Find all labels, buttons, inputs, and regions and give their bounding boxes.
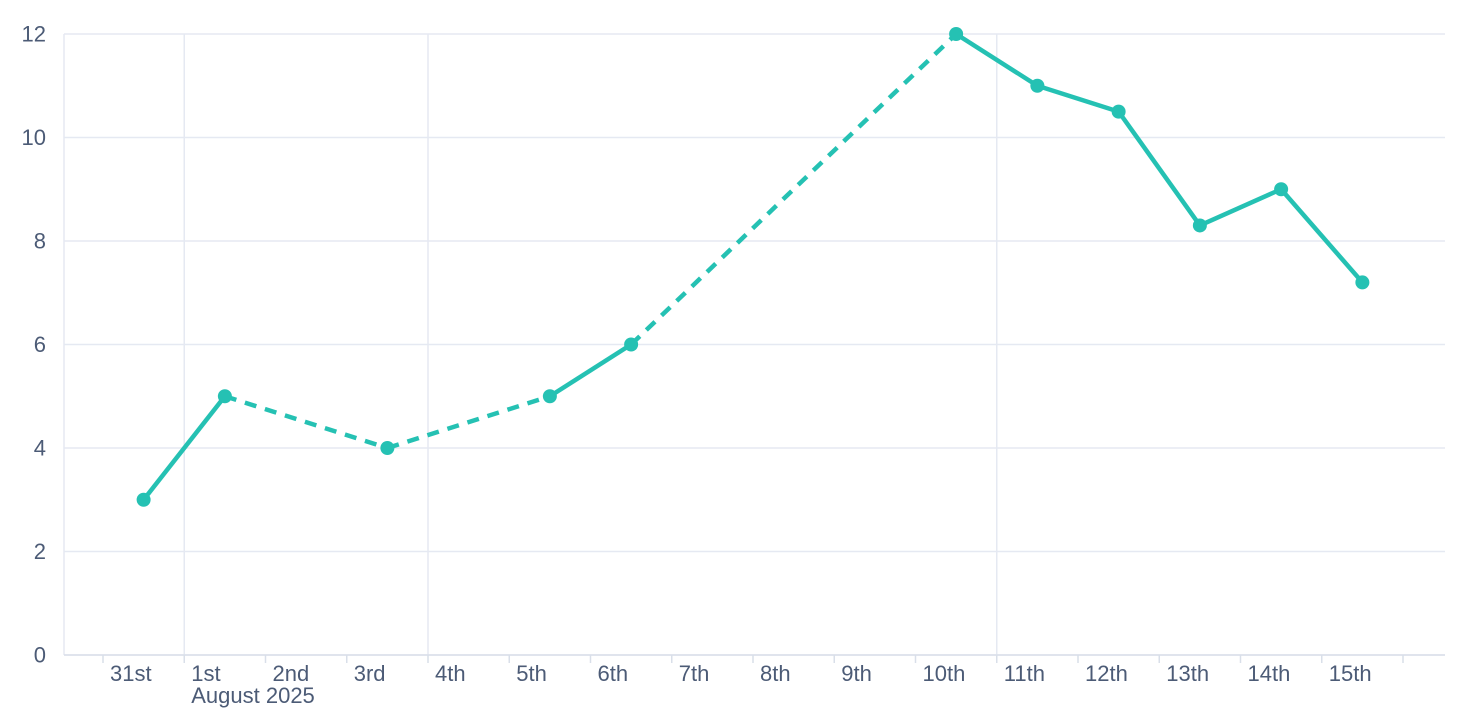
x-tick-label: 1st [191,661,220,686]
month-label-group: August 2025 [191,683,315,708]
data-point-13th[interactable] [1192,218,1207,233]
y-tick-label: 2 [34,539,46,564]
y-axis-labels: 0 2 4 6 8 10 12 [22,22,46,668]
data-point-10th[interactable] [949,27,964,41]
data-point-15th[interactable] [1355,275,1370,290]
x-tick-label: 7th [679,661,710,686]
x-tick-label: 8th [760,661,791,686]
x-tick-label: 5th [516,661,547,686]
x-gridlines [183,34,998,655]
y-tick-label: 4 [34,436,46,461]
x-tick-label: 9th [841,661,872,686]
data-point-5th[interactable] [542,389,557,404]
trend-segment-dashed [629,32,958,347]
x-tick-label: 11th [1004,661,1045,686]
trend-segment-solid [1036,83,1120,114]
data-point-1st[interactable] [217,389,232,404]
trend-segment-solid [1279,187,1365,284]
x-tick-label: 3rd [354,661,386,686]
y-tick-label: 10 [22,125,46,150]
trend-segment-dashed [386,394,551,451]
data-point-31st[interactable] [136,492,151,507]
x-tick-label: 4th [435,661,466,686]
x-tick-label: 15th [1329,661,1372,686]
data-point-11th[interactable] [1030,78,1045,93]
trend-segment-solid [1116,110,1202,227]
y-gridlines [64,33,1445,656]
trend-segment-solid [1198,187,1283,228]
month-label: August 2025 [191,683,315,708]
axes [63,34,1445,656]
y-tick-label: 12 [22,22,46,47]
trend-segment-dashed [224,394,389,451]
x-tick-label: 6th [598,661,629,686]
x-tick-label: 14th [1248,661,1291,686]
trend-segment-solid [954,32,1039,88]
x-tick-label: 13th [1166,661,1209,686]
trend-segment-solid [141,394,227,502]
data-point-3rd[interactable] [380,441,395,455]
tick-marks [102,655,1404,663]
data-points [136,27,1370,507]
y-tick-label: 6 [34,332,46,357]
y-tick-label: 0 [34,643,46,668]
x-tick-label: 2nd [273,661,310,686]
x-tick-label: 31st [110,661,152,686]
trend-line [141,32,1365,502]
trend-segment-solid [548,342,633,399]
data-point-12th[interactable] [1111,104,1126,119]
x-tick-label: 12th [1085,661,1128,686]
x-axis-labels: 31st 1st 2nd 3rd 4th 5th 6th 7th 8th 9th 10th 11th 1… [110,661,1372,686]
data-point-6th[interactable] [624,337,639,352]
data-point-14th[interactable] [1274,182,1289,197]
x-tick-label: 10th [923,661,966,686]
y-tick-label: 8 [34,229,46,254]
